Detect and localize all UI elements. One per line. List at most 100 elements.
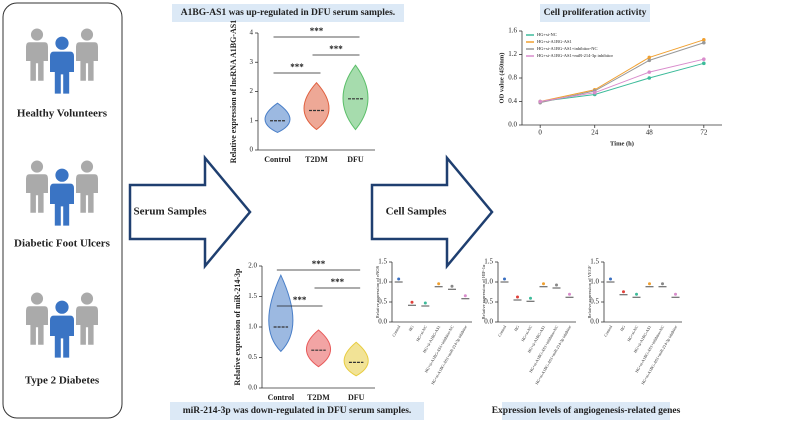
dot xyxy=(423,301,427,305)
y-tick-label: 0.5 xyxy=(248,353,257,361)
x-tick-label: 48 xyxy=(646,129,654,137)
y-tick-label: 1.0 xyxy=(484,278,493,286)
arrow-label: Serum Samples xyxy=(133,206,207,218)
dot xyxy=(661,282,664,286)
x-tick-label: HG+si-NC xyxy=(415,324,428,342)
significance-label: *** xyxy=(310,26,324,36)
y-tick-label: 2 xyxy=(250,87,254,95)
x-tick-label: HG+si-NC xyxy=(626,324,639,342)
dot xyxy=(648,282,651,286)
y-tick-label: 1.2 xyxy=(508,50,517,58)
x-tick-label: Control xyxy=(603,324,614,338)
legend-label: HG+si-A1BG-AS1+miR-214-3p inhibitor xyxy=(537,53,613,58)
point xyxy=(592,90,597,95)
violin xyxy=(268,273,294,353)
line-series xyxy=(540,58,704,102)
line-series xyxy=(540,62,704,102)
y-tick-label: 1.5 xyxy=(590,258,599,266)
y-tick-label: 1.0 xyxy=(590,278,599,286)
y-axis-label: Relative expression of lncRNA A1BG-AS1 xyxy=(229,20,238,163)
point xyxy=(647,70,652,74)
x-tick-label: HG xyxy=(513,324,520,332)
x-tick-label: Control xyxy=(391,324,402,338)
violin xyxy=(264,102,291,134)
x-tick-label: DFU xyxy=(347,155,364,164)
dot xyxy=(410,300,414,304)
y-tick-label: 0.4 xyxy=(508,97,517,105)
dot xyxy=(397,277,401,281)
y-tick-label: 0.0 xyxy=(248,384,257,392)
y-tick-label: 0.0 xyxy=(484,318,493,326)
dot xyxy=(529,296,532,300)
dot xyxy=(674,292,677,296)
y-tick-label: 1.0 xyxy=(248,323,257,331)
legend-label: HG+si-NC xyxy=(537,32,557,37)
group-label: Diabetic Foot Ulcers xyxy=(14,238,111,250)
x-tick-label: HG+si-NC xyxy=(520,324,533,342)
x-tick-label: 72 xyxy=(700,129,708,137)
x-tick-label: Control xyxy=(497,324,508,338)
y-tick-label: 0.8 xyxy=(508,74,517,82)
title-box xyxy=(502,402,670,420)
point xyxy=(702,57,706,61)
point xyxy=(647,76,652,80)
dot xyxy=(503,277,506,281)
y-axis-label: Relative expression of eNOS xyxy=(375,265,380,318)
x-tick-label: 24 xyxy=(591,129,599,137)
y-tick-label: 1.5 xyxy=(248,292,257,300)
violin xyxy=(303,81,330,131)
violin xyxy=(342,64,369,131)
y-tick-label: 0.5 xyxy=(484,298,493,306)
x-tick-label: Control xyxy=(268,393,295,402)
title-box xyxy=(172,4,404,22)
significance-label: *** xyxy=(329,44,343,54)
dot xyxy=(635,292,638,296)
y-tick-label: 1.6 xyxy=(508,27,517,35)
dot xyxy=(622,290,625,294)
y-tick-label: 0.0 xyxy=(590,318,599,326)
title-box xyxy=(170,402,424,420)
y-axis-label: Relative expression of miR-214-3p xyxy=(233,268,242,386)
line-series xyxy=(540,39,704,102)
panel-title: Cell proliferation activity xyxy=(544,8,647,18)
x-tick-label: HG xyxy=(407,324,414,332)
group-label: Healthy Volunteers xyxy=(17,108,108,120)
violin xyxy=(305,329,332,368)
point xyxy=(702,61,706,66)
panel-title: A1BG-AS1 was up-regulated in DFU serum s… xyxy=(181,8,395,18)
x-tick-label: 0 xyxy=(538,129,542,137)
y-tick-label: 1.0 xyxy=(378,278,387,286)
dot xyxy=(463,294,467,298)
dot xyxy=(516,295,519,299)
x-tick-label: DFU xyxy=(348,393,365,402)
y-axis-label: Relative expression of VEGF xyxy=(587,265,592,319)
y-tick-label: 1.5 xyxy=(484,258,493,266)
group-label: Type 2 Diabetes xyxy=(25,375,100,387)
y-tick-label: 0.5 xyxy=(590,298,599,306)
y-tick-label: 0 xyxy=(250,146,254,154)
point xyxy=(538,99,542,104)
dot xyxy=(555,283,558,287)
x-tick-label: Control xyxy=(264,155,291,164)
significance-label: *** xyxy=(293,295,307,305)
x-tick-label: T2DM xyxy=(307,393,330,402)
panel-title: Expression levels of angiogenesis-relate… xyxy=(492,406,681,416)
significance-label: *** xyxy=(312,259,326,269)
y-tick-label: 0.5 xyxy=(378,298,387,306)
y-tick-label: 3 xyxy=(250,58,254,66)
y-tick-label: 4 xyxy=(250,29,254,37)
arrow xyxy=(370,154,494,270)
dot xyxy=(568,292,571,296)
x-tick-label: HG xyxy=(619,324,626,332)
point xyxy=(647,55,652,60)
point xyxy=(647,58,652,63)
y-tick-label: 0.0 xyxy=(508,121,517,129)
legend-label: HG+si-A1BG-AS1 xyxy=(537,39,572,44)
y-tick-label: 2.0 xyxy=(248,262,257,270)
dot xyxy=(450,284,454,288)
title-box xyxy=(540,4,650,22)
legend-label: HG+si-A1BG-AS1+inhibitor-NC xyxy=(537,46,598,51)
significance-label: *** xyxy=(331,277,345,287)
